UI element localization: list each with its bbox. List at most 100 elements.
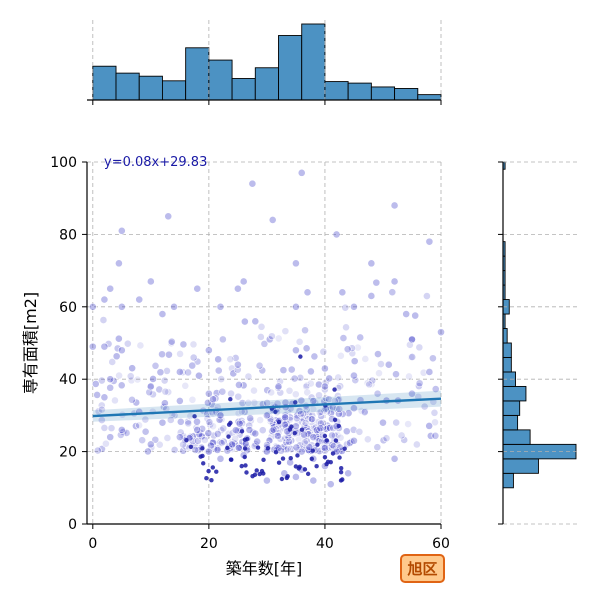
scatter-point	[302, 344, 311, 353]
scatter-point	[264, 410, 273, 419]
scatter-point-dense	[200, 453, 205, 459]
scatter-point	[294, 435, 303, 443]
scatter-point	[256, 333, 265, 341]
scatter-point	[332, 405, 341, 413]
scatter-point	[355, 427, 364, 436]
scatter-point	[430, 408, 439, 417]
x-axis-label: 築年数[年]	[226, 559, 303, 578]
scatter-point	[309, 433, 318, 442]
scatter-point	[156, 368, 165, 377]
scatter-point	[335, 405, 344, 413]
scatter-point	[207, 441, 215, 450]
scatter-point	[228, 440, 236, 449]
scatter-point	[248, 179, 257, 188]
scatter-point	[151, 361, 160, 370]
scatter-point	[175, 368, 184, 376]
scatter-point	[145, 388, 154, 397]
scatter-point	[315, 380, 323, 389]
scatter-point-dense	[265, 446, 271, 451]
scatter-point-dense	[333, 438, 339, 443]
scatter-point	[191, 446, 200, 454]
scatter-point	[165, 350, 173, 359]
scatter-point-dense	[206, 468, 211, 474]
scatter-point	[218, 335, 227, 344]
x-hist-bar	[138, 75, 163, 101]
regression-equation: y=0.08x+29.83	[104, 155, 207, 170]
scatter-point	[231, 426, 240, 435]
scatter-point	[336, 351, 345, 360]
scatter-point	[198, 424, 207, 433]
scatter-point	[219, 424, 228, 433]
scatter-point-dense	[337, 455, 342, 460]
scatter-point	[234, 443, 243, 452]
scatter-point	[258, 426, 267, 435]
scatter-point	[350, 404, 358, 413]
scatter-point-dense	[336, 423, 341, 429]
scatter-point	[339, 334, 348, 342]
scatter-point	[319, 347, 328, 356]
scatter-point	[268, 427, 276, 435]
scatter-point	[217, 439, 226, 447]
scatter-point	[149, 390, 157, 399]
scatter-point	[334, 373, 343, 382]
scatter-point-dense	[295, 453, 300, 458]
scatter-point	[388, 288, 397, 297]
scatter-point	[216, 302, 225, 311]
scatter-point	[260, 339, 269, 348]
y-tick-label: 20	[59, 445, 77, 461]
scatter-point	[292, 473, 300, 481]
scatter-point	[155, 440, 164, 449]
scatter-point	[367, 259, 376, 268]
scatter-point	[286, 415, 294, 424]
scatter-point-dense	[292, 430, 297, 436]
scatter-point	[307, 418, 316, 427]
scatter-point	[307, 367, 315, 376]
scatter-point	[97, 401, 106, 410]
scatter-point	[351, 376, 360, 385]
scatter-point-dense	[242, 446, 248, 451]
scatter-point	[115, 371, 123, 380]
scatter-point	[107, 424, 116, 433]
scatter-point-dense	[280, 456, 286, 461]
scatter-point	[104, 340, 113, 348]
scatter-point-dense	[226, 434, 231, 439]
scatter-point-dense	[293, 400, 298, 405]
scatter-point	[115, 259, 123, 268]
scatter-point	[141, 415, 150, 424]
scatter-point	[338, 288, 347, 297]
scatter-point-dense	[200, 446, 205, 451]
scatter-point-dense	[288, 456, 293, 461]
y-hist-bar	[502, 400, 521, 416]
scatter-point	[233, 284, 242, 293]
scatter-point	[179, 440, 188, 449]
scatter-point	[250, 386, 258, 395]
scatter-point	[117, 346, 126, 355]
scatter-point	[160, 376, 169, 385]
scatter-point	[233, 360, 242, 369]
scatter-point-dense	[188, 444, 194, 449]
y-tick-label: 100	[50, 155, 77, 171]
scatter-point	[93, 446, 102, 455]
scatter-point	[285, 386, 294, 395]
scatter-point	[390, 201, 399, 210]
scatter-point	[309, 476, 318, 485]
scatter-points	[88, 168, 445, 489]
scatter-point	[274, 334, 283, 343]
y-hist-bar	[502, 458, 539, 474]
scatter-point	[292, 259, 300, 268]
scatter-point	[308, 415, 316, 423]
scatter-point	[126, 372, 135, 381]
scatter-point	[176, 350, 184, 358]
scatter-point	[332, 230, 341, 239]
scatter-point	[415, 343, 424, 352]
scatter-point-dense	[299, 427, 305, 432]
x-hist-bar	[208, 59, 233, 101]
scatter-point	[284, 433, 293, 442]
scatter-point-dense	[250, 473, 255, 479]
scatter-point	[281, 327, 290, 336]
scatter-point	[122, 429, 131, 437]
y-tick-label: 0	[68, 517, 77, 533]
scatter-point	[244, 398, 253, 407]
scatter-point	[188, 395, 197, 404]
